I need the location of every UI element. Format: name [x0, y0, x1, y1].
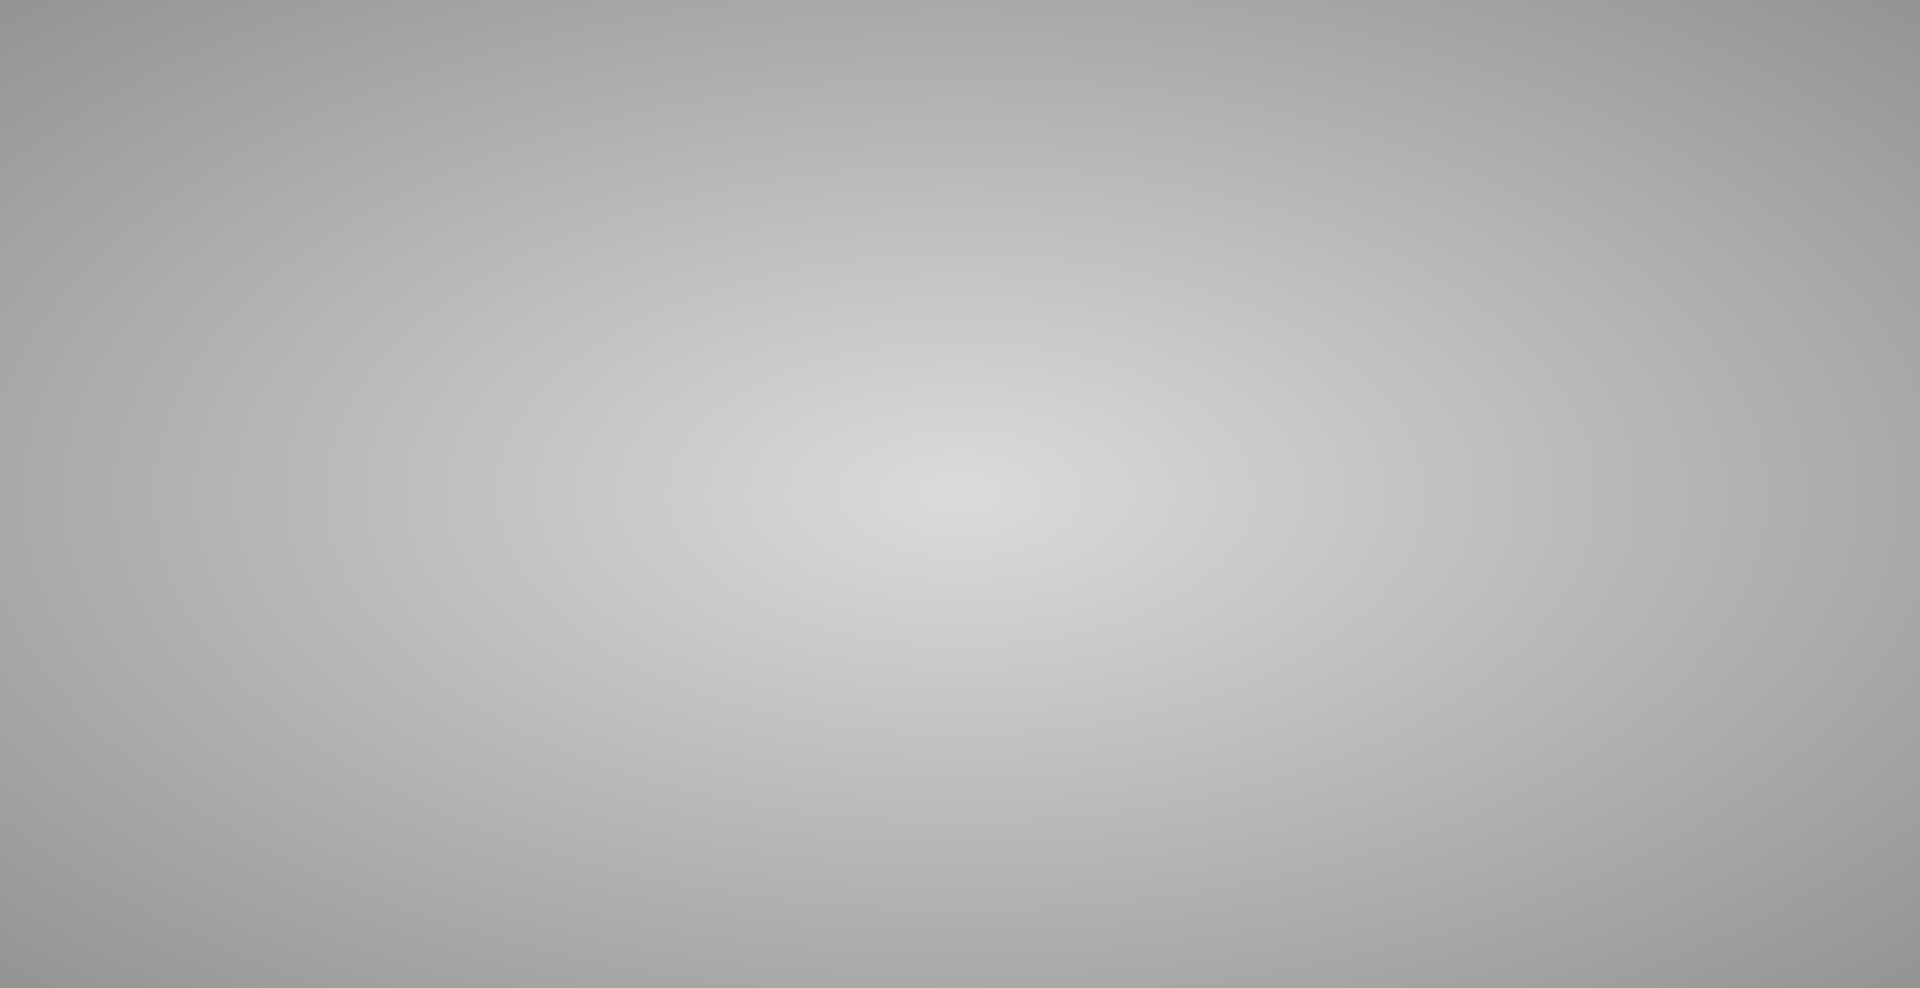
Text: $C(s)$: $C(s)$	[1513, 483, 1572, 515]
Text: Write the differential equation for the system shown below,: Write the differential equation for the …	[300, 172, 1332, 201]
Text: $s^6 + 7s^5 + 3s^4 + 2s^3 + s^2 + 5$: $s^6 + 7s^5 + 3s^4 + 2s^3 + s^2 + 5$	[835, 528, 1164, 554]
Text: $s^5 + 2s^4 + 4s^3 + s^2 + 4$: $s^5 + 2s^4 + 4s^3 + s^2 + 4$	[868, 452, 1129, 478]
FancyBboxPatch shape	[732, 423, 1267, 575]
Text: $R(s)$: $R(s)$	[434, 483, 493, 515]
